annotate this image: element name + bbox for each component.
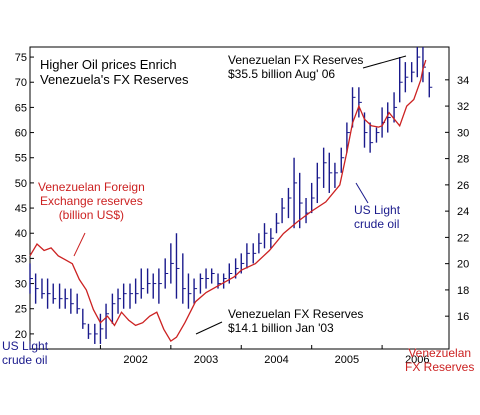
left-tick-label: 30: [15, 279, 27, 291]
left-tick-label: 55: [15, 153, 27, 165]
annotation-fx-high: Venezuelan FX Reserves $35.5 billion Aug…: [228, 53, 364, 81]
right-tick-label: 30: [457, 127, 469, 139]
right-tick-label: 16: [457, 311, 469, 323]
legend-pointer-oil: [355, 182, 369, 204]
right-tick-label: 32: [457, 101, 469, 113]
x-tick-label: 2002: [123, 354, 147, 366]
x-tick-label: 2003: [194, 354, 218, 366]
left-tick-label: 65: [15, 102, 27, 114]
left-tick-label: 50: [15, 178, 27, 190]
x-axis-ticks: 2002 2003 2004 2005 2006: [99, 345, 430, 366]
left-tick-label: 75: [15, 52, 27, 64]
right-tick-label: 20: [457, 259, 469, 271]
left-tick-label: 40: [15, 228, 27, 240]
legend-fx-reserves: Venezuelan Foreign Exchange reserves (bi…: [38, 180, 145, 222]
x-tick-label: 2004: [264, 354, 288, 366]
legend-pointer-fx: [73, 232, 86, 257]
right-tick-label: 26: [457, 180, 469, 192]
fx-reserves-line: [29, 59, 427, 343]
right-tick-label: 24: [457, 206, 469, 218]
left-axis-label: US Light crude oil: [2, 339, 49, 367]
left-axis-ticks: 75 70 65 60 55 50 45 40 35 30 25 20: [15, 52, 34, 341]
annotation-pointer-high: [362, 55, 407, 69]
chart-title: Higher Oil prices Enrich Venezuela's FX …: [40, 57, 189, 87]
right-tick-label: 22: [457, 232, 469, 244]
plot-frame: [29, 46, 450, 350]
annotation-fx-low: Venezuelan FX Reserves $14.1 billion Jan…: [228, 307, 364, 335]
left-tick-label: 35: [15, 253, 27, 265]
x-tick-label: 2005: [335, 354, 359, 366]
right-tick-label: 28: [457, 154, 469, 166]
right-axis-label: Venezuelan FX Reserves: [405, 346, 475, 374]
legend-oil: US Light crude oil: [354, 203, 401, 231]
left-tick-label: 70: [15, 77, 27, 89]
right-tick-label: 18: [457, 285, 469, 297]
right-axis-ticks: 34 32 30 28 26 24 22 20 18 16: [445, 75, 469, 323]
x-tick-label: 2006: [405, 354, 429, 366]
right-tick-label: 34: [457, 75, 469, 87]
left-tick-label: 20: [15, 329, 27, 341]
left-tick-label: 60: [15, 128, 27, 140]
left-tick-label: 25: [15, 304, 27, 316]
left-tick-label: 45: [15, 203, 27, 215]
annotation-pointer-low: [195, 321, 223, 335]
